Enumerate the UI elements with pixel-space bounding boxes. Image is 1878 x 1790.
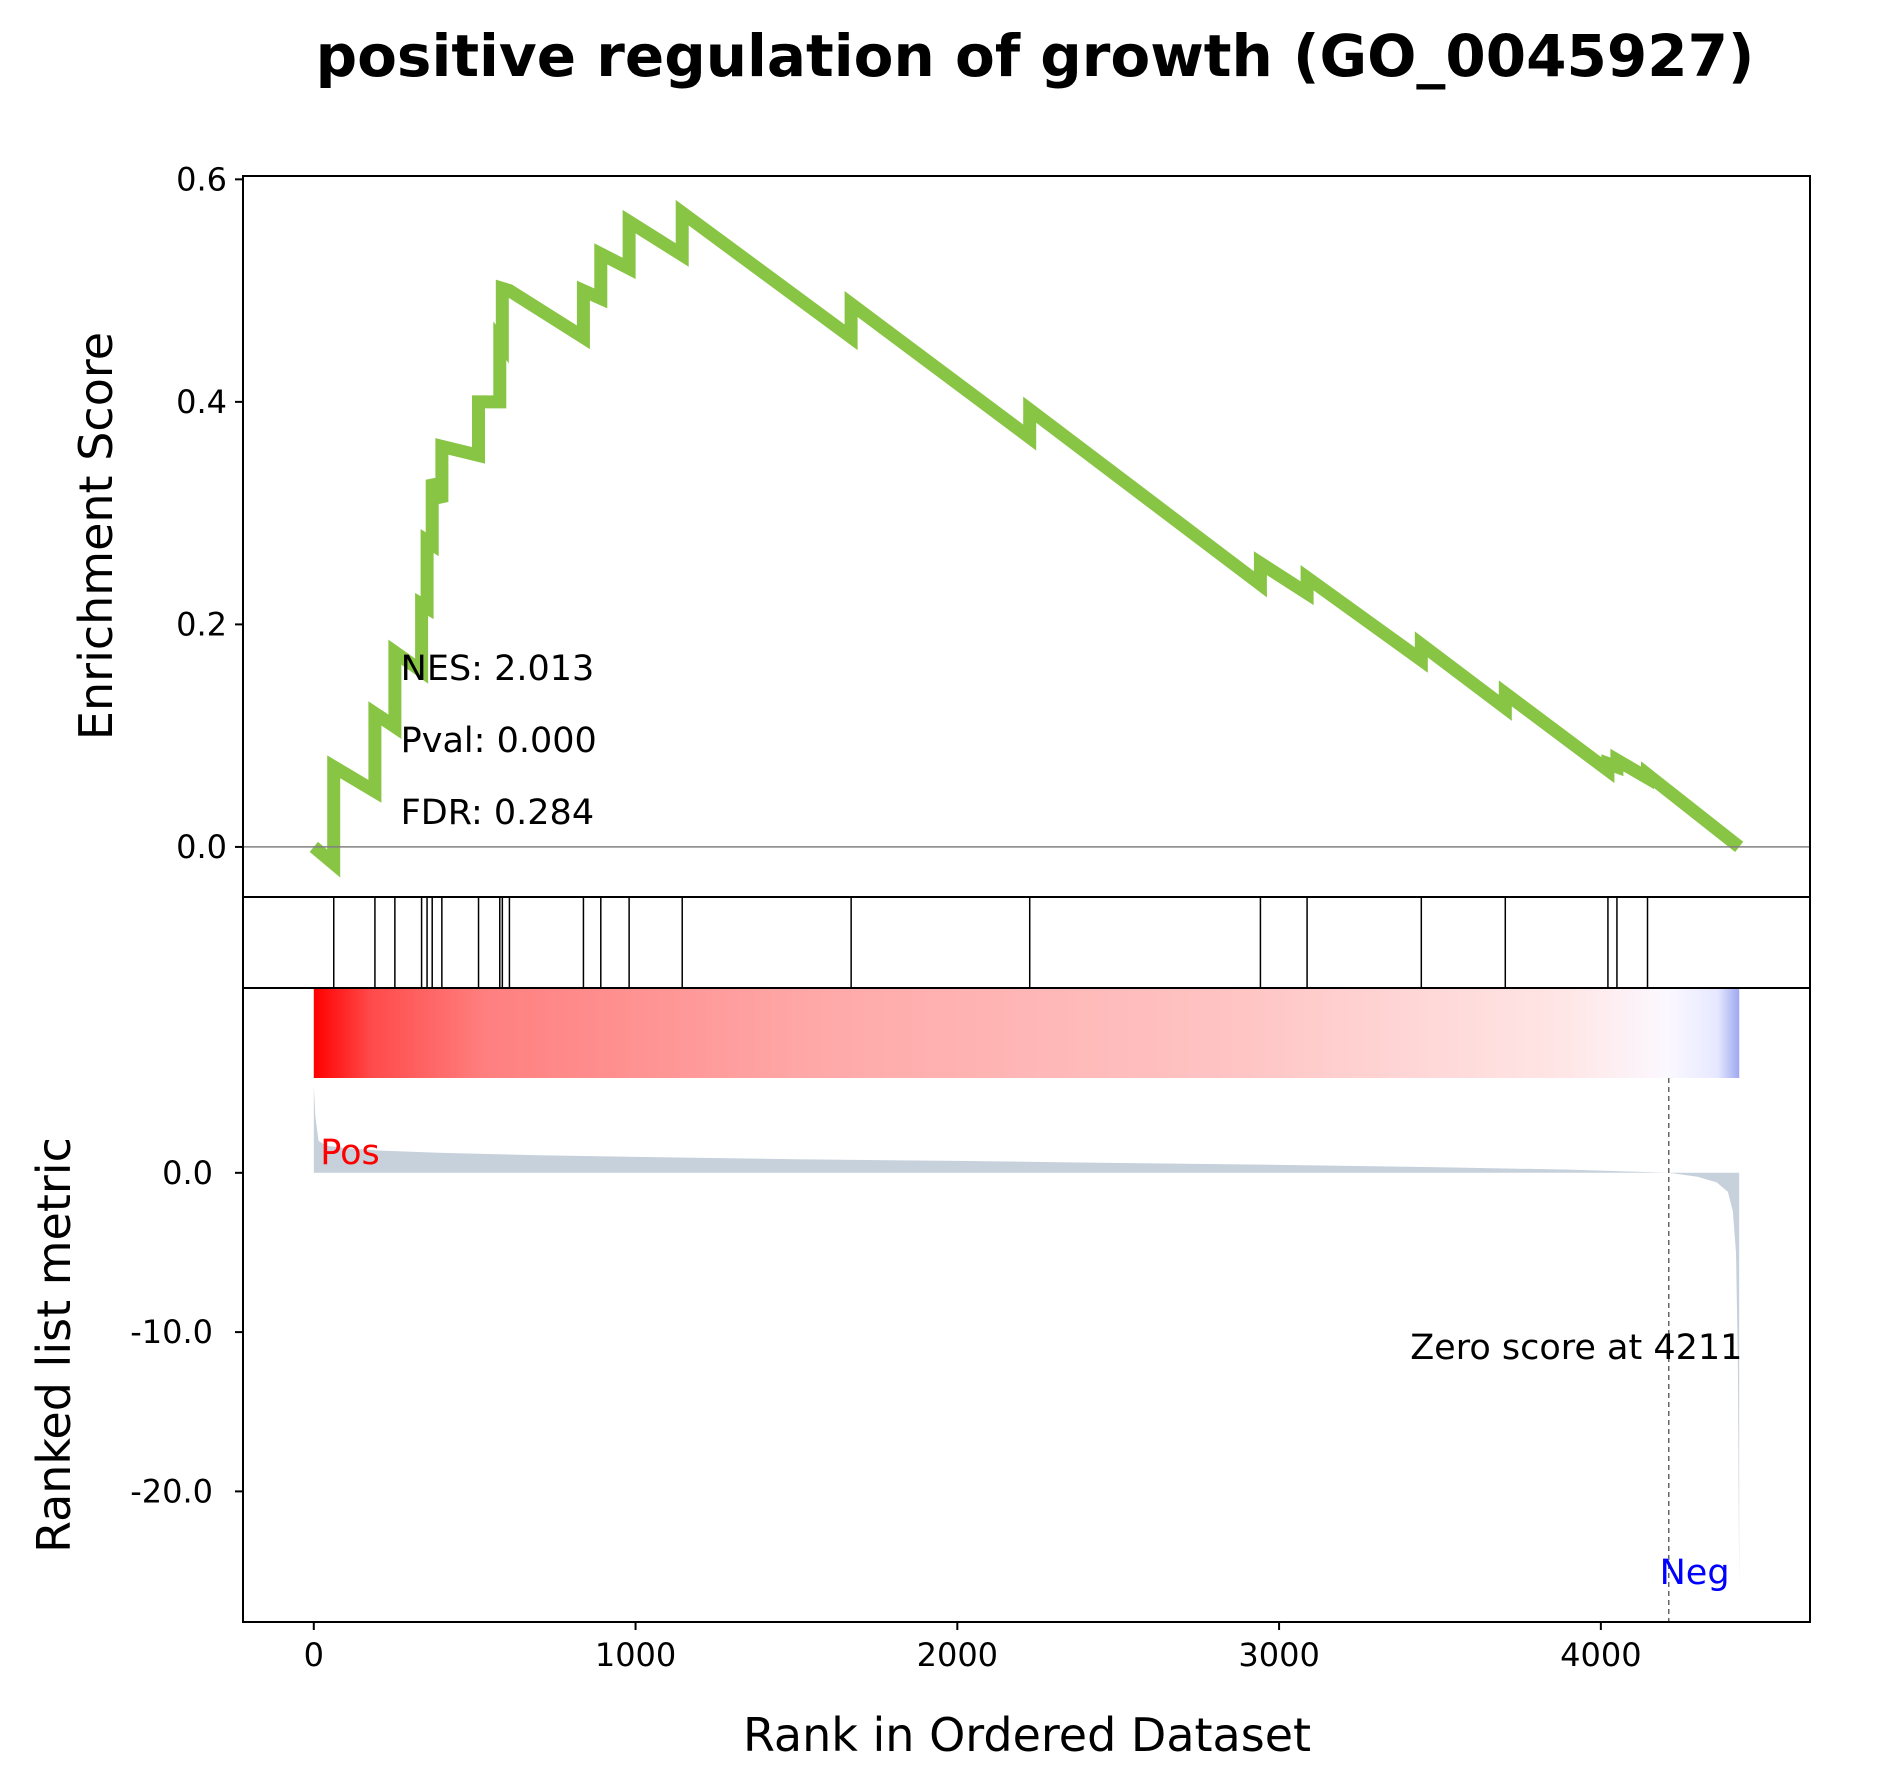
- rank-y-axis-label: Ranked list metric: [27, 1137, 81, 1553]
- rank-ytick-label-1: -10.0: [130, 1313, 213, 1351]
- xtick-label-2: 2000: [917, 1636, 998, 1674]
- pval-annotation: Pval: 0.000: [401, 721, 597, 761]
- gene-hit-lines: [332, 897, 1649, 988]
- es-ytick-label-1: 0.2: [176, 605, 227, 643]
- pos-label: Pos: [320, 1133, 380, 1173]
- enrichment-score-line: [309, 199, 1744, 878]
- rank-panel-frame: [242, 987, 1811, 1623]
- es-panel-frame: [242, 175, 1811, 898]
- es-ytick-label-3: 0.6: [176, 160, 227, 198]
- xtick-label-3: 3000: [1238, 1636, 1319, 1674]
- zero-score-label: Zero score at 4211: [1410, 1328, 1742, 1368]
- es-ytick-label-0: 0.0: [176, 828, 227, 866]
- xtick-label-0: 0: [304, 1636, 324, 1674]
- xtick-label-1: 1000: [595, 1636, 676, 1674]
- chart-title: positive regulation of growth (GO_004592…: [316, 22, 1755, 90]
- neg-label: Neg: [1660, 1553, 1730, 1593]
- rank-y-axis: 0.0 -10.0 -20.0: [130, 1154, 243, 1510]
- es-y-axis: 0.0 0.2 0.4 0.6: [176, 160, 243, 866]
- rank-heatmap-bar: [313, 988, 1740, 1078]
- fdr-annotation: FDR: 0.284: [401, 793, 594, 833]
- nes-annotation: NES: 2.013: [401, 649, 595, 689]
- xtick-label-4: 4000: [1560, 1636, 1641, 1674]
- es-ytick-label-2: 0.4: [176, 383, 227, 421]
- rank-ytick-label-0: 0.0: [162, 1154, 213, 1192]
- rank-ytick-label-2: -20.0: [130, 1472, 213, 1510]
- x-axis: 0 1000 2000 3000 4000: [304, 1622, 1642, 1674]
- es-y-axis-label: Enrichment Score: [69, 332, 123, 740]
- x-axis-label: Rank in Ordered Dataset: [743, 1708, 1311, 1762]
